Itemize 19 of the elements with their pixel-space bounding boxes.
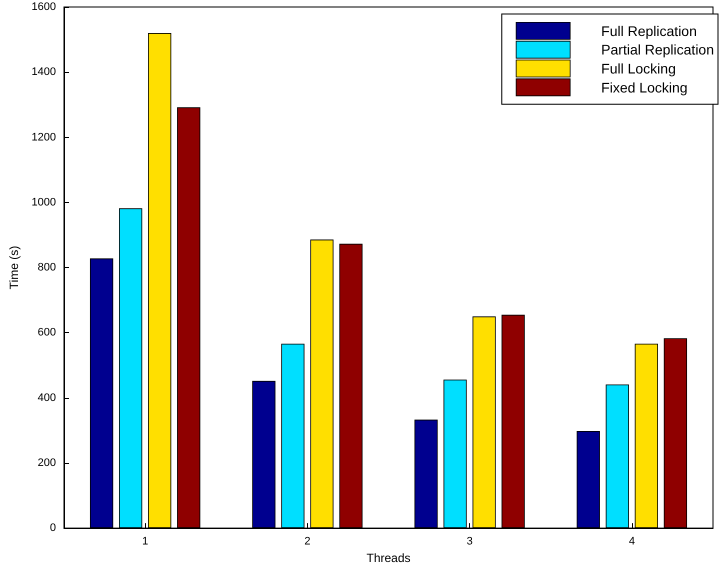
x-axis-title: Threads <box>366 551 411 565</box>
x-tick-label: 4 <box>628 536 635 548</box>
y-tick-label: 800 <box>38 262 56 274</box>
x-tick-label: 3 <box>466 536 473 548</box>
legend-label: Full Replication <box>601 22 697 39</box>
y-tick-label: 0 <box>50 522 56 534</box>
x-tick-label: 1 <box>142 536 148 548</box>
legend-label: Partial Replication <box>601 42 714 58</box>
y-axis-title: Time (s) <box>7 246 21 290</box>
legend-label: Fixed Locking <box>601 79 688 96</box>
legend-label: Full Locking <box>601 60 676 76</box>
y-tick-label: 1400 <box>32 66 56 78</box>
y-tick-label: 200 <box>38 456 56 469</box>
y-tick-label: 600 <box>38 326 56 339</box>
y-tick-label: 1200 <box>32 131 56 144</box>
y-tick-label: 1000 <box>32 196 56 208</box>
y-tick-label: 1600 <box>32 1 56 13</box>
x-tick-label: 2 <box>304 536 310 548</box>
y-tick-label: 400 <box>38 392 56 404</box>
